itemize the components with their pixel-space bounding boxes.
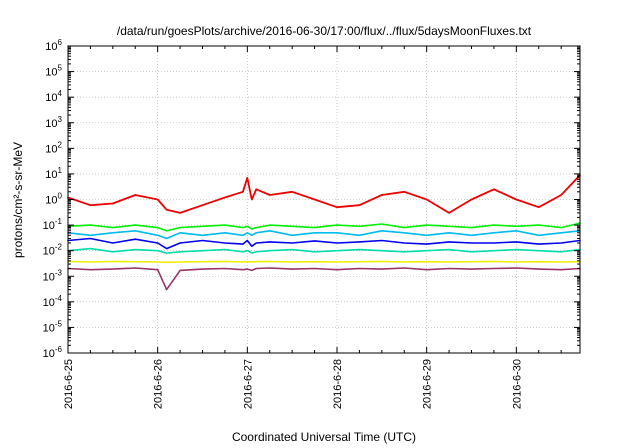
chart-title: /data/run/goesPlots/archive/2016-06-30/1… [117, 24, 532, 38]
y-tick-label: 100 [45, 192, 62, 207]
series-group [67, 174, 581, 291]
x-tick-label: 2016-6-30 [511, 359, 523, 409]
y-tick-label: 10-1 [43, 217, 63, 232]
y-tick-label: 105 [45, 64, 62, 79]
grid [68, 46, 580, 353]
y-tick-label: 10-2 [43, 243, 63, 258]
x-axis-tick-labels: 2016-6-25 2016-6-26 2016-6-27 2016-6-28 2016… [63, 359, 523, 409]
series-line [67, 174, 581, 214]
y-tick-label: 102 [45, 140, 62, 155]
series-line [67, 222, 581, 232]
y-tick-label: 103 [45, 115, 62, 130]
y-tick-label: 10-4 [43, 294, 63, 309]
x-tick-label: 2016-6-29 [422, 359, 434, 409]
y-tick-label: 101 [45, 166, 62, 181]
y-tick-label: 10-5 [43, 319, 63, 334]
y-axis-label: protons/cm²-s-sr-MeV [11, 142, 25, 258]
x-tick-label: 2016-6-28 [332, 359, 344, 409]
y-axis-tick-labels: 10-6 10-5 10-4 10-3 10-2 10-1 100 101 102 103 104 1… [43, 38, 63, 360]
x-tick-label: 2016-6-27 [242, 359, 254, 409]
x-tick-label: 2016-6-25 [63, 359, 75, 409]
y-tick-label: 10-6 [43, 345, 63, 360]
series-line [67, 260, 581, 264]
plot-frame [67, 45, 581, 354]
series-line [67, 237, 581, 250]
y-tick-label: 10-3 [43, 268, 63, 283]
series-line [67, 267, 581, 291]
series-line [67, 247, 581, 254]
series-line [67, 230, 581, 240]
y-tick-label: 106 [45, 38, 62, 53]
y-tick-label: 104 [45, 89, 62, 104]
x-tick-label: 2016-6-26 [153, 359, 165, 409]
x-axis-label: Coordinated Universal Time (UTC) [232, 430, 416, 444]
